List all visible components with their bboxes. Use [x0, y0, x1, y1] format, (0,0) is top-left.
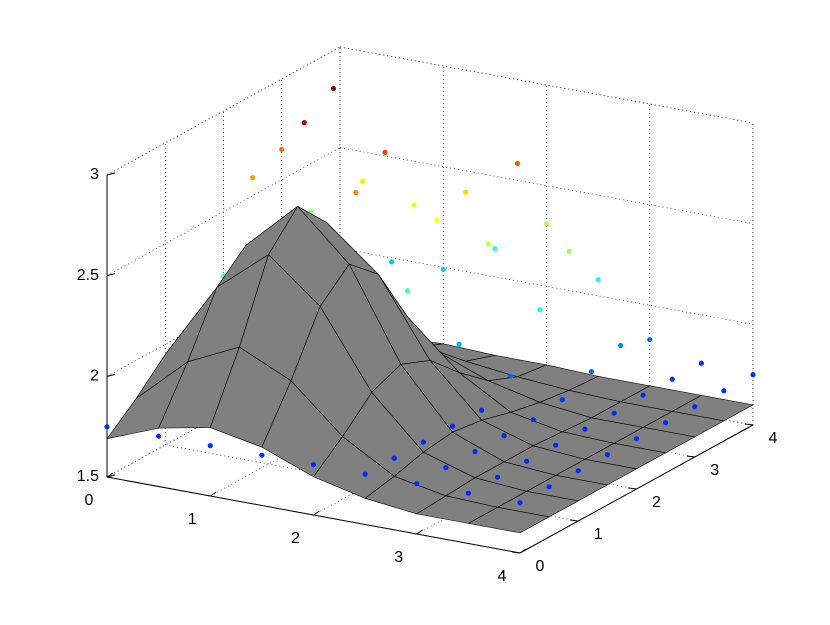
scatter-point: [514, 160, 520, 167]
y-tick: [628, 487, 637, 490]
scatter-point: [310, 462, 317, 468]
scatter-point: [414, 481, 420, 487]
y-tick-label: 4: [769, 430, 778, 447]
scatter-point: [595, 277, 601, 283]
y-tick: [686, 455, 695, 458]
scatter-point: [391, 455, 397, 461]
scatter-point: [508, 373, 514, 379]
scatter-point: [465, 490, 471, 496]
scatter-point: [472, 449, 478, 455]
scatter-point: [449, 423, 456, 429]
scatter-point: [250, 174, 256, 181]
scatter-point: [456, 341, 462, 347]
scatter-point: [537, 307, 543, 313]
z-tick: [106, 273, 116, 277]
scatter-point: [501, 433, 507, 439]
scatter-point: [420, 439, 426, 445]
scatter-point: [156, 433, 162, 439]
x-tick: [209, 491, 217, 497]
surface-patch: [467, 507, 551, 534]
scatter-point: [559, 397, 565, 403]
scatter-point: [543, 221, 550, 227]
scatter-point: [485, 241, 491, 247]
scatter-point: [104, 424, 110, 430]
scatter-point: [362, 471, 368, 477]
scatter-point: [279, 146, 285, 153]
scatter-point: [440, 266, 446, 272]
scatter-point: [404, 288, 411, 294]
scatter-point: [575, 468, 581, 474]
scatter-point: [582, 426, 588, 432]
scatter-point: [492, 246, 498, 252]
scatter-point: [588, 368, 595, 375]
z-tick-label: 3: [90, 166, 99, 183]
scatter-point: [633, 436, 640, 442]
x-tick-label: 2: [291, 530, 300, 547]
scatter-point: [692, 404, 698, 410]
scatter-point: [530, 417, 536, 423]
scatter-point: [259, 452, 265, 458]
scatter-point: [389, 259, 395, 265]
grid-line: [339, 147, 754, 225]
scatter-point: [359, 178, 366, 184]
scatter-point: [524, 458, 530, 464]
z-tick-label: 2.5: [77, 267, 99, 284]
scatter-point: [669, 376, 675, 382]
z-tick: [106, 373, 116, 377]
scatter-point: [618, 342, 624, 349]
x-tick: [519, 548, 527, 554]
z-tick-label: 2: [90, 368, 99, 385]
scatter-point: [382, 149, 388, 155]
scatter-point: [479, 407, 485, 413]
scatter-point: [353, 189, 359, 196]
scatter-point: [411, 202, 417, 208]
scatter-point: [698, 360, 704, 366]
x-tick-label: 4: [498, 568, 507, 585]
x-tick-label: 0: [85, 492, 94, 509]
y-tick: [570, 519, 579, 522]
y-tick: [744, 423, 754, 426]
scatter-point: [546, 484, 552, 490]
x-tick: [106, 472, 114, 478]
scatter-point: [517, 500, 523, 506]
scatter-point: [463, 189, 469, 195]
scatter-point: [604, 452, 610, 458]
scatter-point: [434, 217, 440, 223]
scatter-point: [553, 442, 559, 448]
y-tick: [511, 551, 521, 554]
x-tick: [416, 529, 424, 535]
z-tick-label: 1.5: [77, 468, 99, 485]
grid-line: [106, 46, 341, 176]
scatter-point: [750, 372, 756, 378]
y-tick-label: 3: [710, 462, 719, 479]
z-tick: [106, 172, 116, 176]
scatter-point: [566, 248, 572, 255]
scatter-point: [640, 392, 646, 398]
x-tick: [313, 510, 320, 516]
y-tick-label: 1: [594, 526, 603, 543]
scatter-point: [663, 420, 669, 426]
x-tick-label: 3: [394, 549, 403, 566]
y-tick-label: 0: [536, 558, 545, 575]
x-tick-label: 1: [188, 511, 197, 528]
scatter-point: [647, 336, 653, 343]
scatter-point: [721, 388, 727, 394]
y-tick-label: 2: [652, 494, 661, 511]
scatter-point: [611, 410, 617, 416]
scatter-point: [207, 443, 213, 449]
scatter-point: [443, 465, 449, 471]
scatter-point: [301, 120, 307, 126]
grid-line: [106, 147, 341, 277]
scatter-point: [494, 474, 501, 480]
scatter-point: [330, 85, 336, 92]
